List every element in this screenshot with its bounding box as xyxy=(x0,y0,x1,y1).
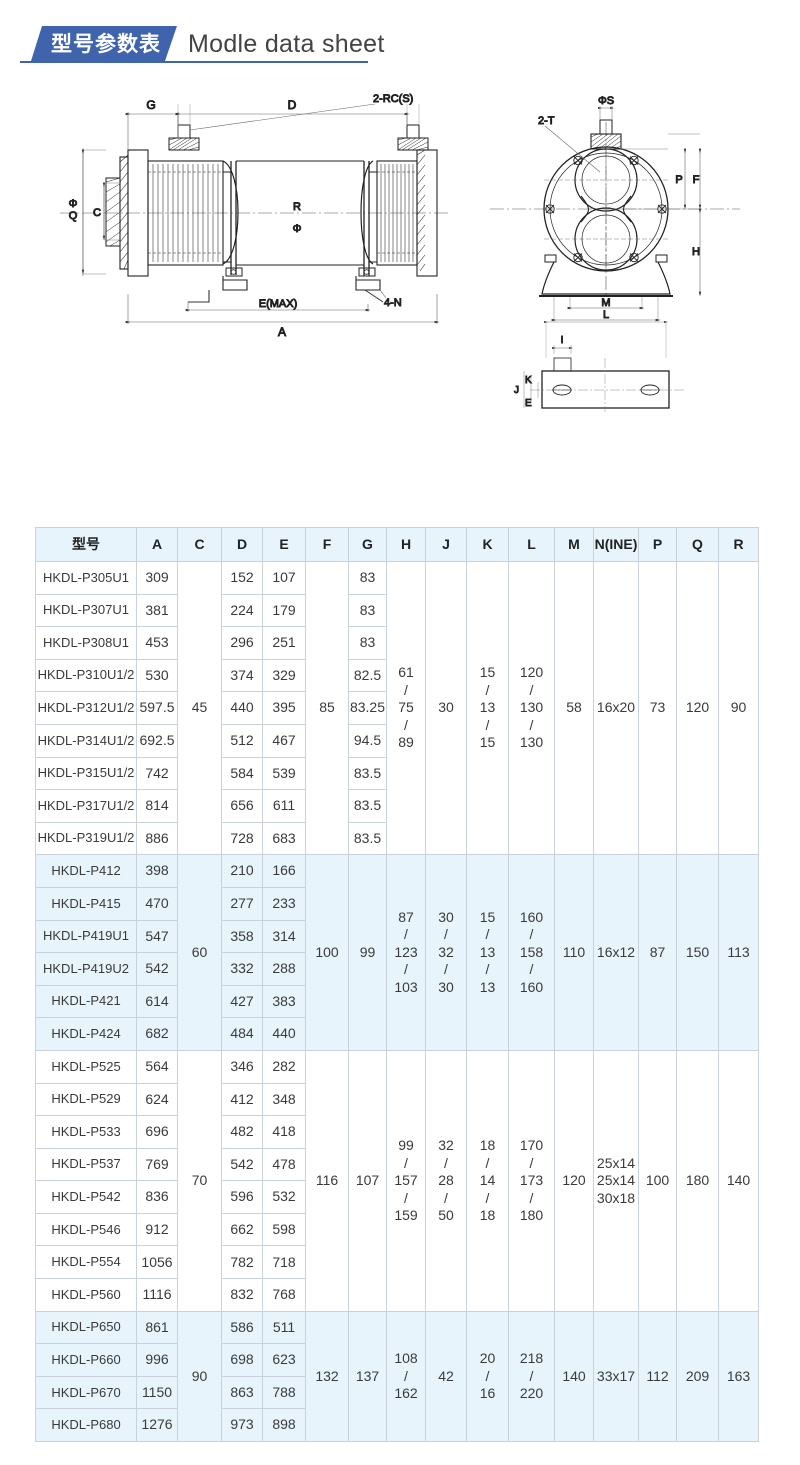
svg-text:J: J xyxy=(514,385,519,396)
svg-text:4-N: 4-N xyxy=(384,297,402,309)
svg-text:C: C xyxy=(93,207,101,219)
svg-text:2-RC(S): 2-RC(S) xyxy=(373,93,413,105)
svg-text:I: I xyxy=(561,335,564,346)
svg-text:E: E xyxy=(525,398,532,409)
svg-text:P: P xyxy=(675,174,682,186)
svg-text:G: G xyxy=(146,98,155,112)
svg-text:2-T: 2-T xyxy=(538,115,555,127)
svg-text:RΦ: RΦ xyxy=(293,201,302,235)
svg-text:M: M xyxy=(601,297,610,309)
svg-text:ΦQ: ΦQ xyxy=(69,198,78,222)
svg-text:A: A xyxy=(278,325,286,339)
svg-text:K: K xyxy=(525,375,532,386)
svg-text:E(MAX): E(MAX) xyxy=(259,298,298,310)
svg-text:L: L xyxy=(603,309,609,321)
svg-text:D: D xyxy=(288,98,297,112)
svg-text:ΦS: ΦS xyxy=(598,95,614,107)
svg-text:F: F xyxy=(693,174,700,186)
svg-text:型号参数表: 型号参数表 xyxy=(51,32,161,56)
svg-text:H: H xyxy=(692,246,700,258)
